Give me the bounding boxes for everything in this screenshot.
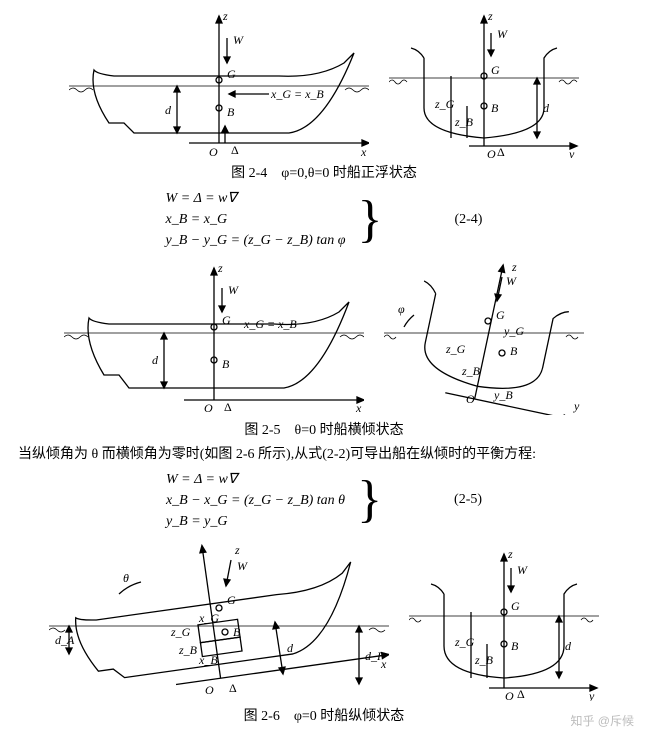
- svg-text:O: O: [505, 689, 514, 701]
- eq24-l3: y_B − y_G = (z_G − z_B) tan φ: [166, 230, 346, 251]
- svg-text:O: O: [466, 392, 475, 406]
- svg-text:φ: φ: [398, 302, 405, 316]
- label-O: O: [487, 147, 496, 158]
- svg-text:z_G: z_G: [445, 342, 466, 356]
- svg-text:d_F: d_F: [365, 649, 385, 663]
- svg-text:G: G: [222, 313, 231, 327]
- label-G: G: [227, 67, 236, 81]
- label-G: G: [491, 63, 500, 77]
- svg-text:y: y: [588, 689, 595, 701]
- svg-text:x_G = x_B: x_G = x_B: [243, 317, 297, 331]
- svg-text:z: z: [234, 543, 240, 557]
- fig25-side-view: z x W G B O Δ d x_G = x_B: [64, 260, 364, 415]
- svg-text:x: x: [355, 401, 362, 415]
- label-d: d: [543, 101, 550, 115]
- label-x: x: [360, 145, 367, 158]
- label-Delta: Δ: [497, 145, 505, 158]
- eq25-l3: y_B = y_G: [166, 511, 345, 532]
- svg-text:d: d: [565, 639, 572, 653]
- svg-text:d: d: [152, 353, 159, 367]
- fig24-side-view: z x W G B O Δ d x_G = x_B: [69, 8, 369, 158]
- svg-text:W: W: [228, 283, 239, 297]
- svg-text:x_G: x_G: [198, 611, 219, 625]
- fig25-caption: 图 2-5 θ=0 时船横倾状态: [8, 419, 640, 439]
- fig24-cross-view: z y W G B O Δ d z_G z_B: [389, 8, 579, 158]
- fig24-caption: 图 2-4 φ=0,θ=0 时船正浮状态: [8, 162, 640, 182]
- eq25-l2: x_B − x_G = (z_G − z_B) tan θ: [166, 490, 345, 511]
- svg-text:d_A: d_A: [55, 633, 75, 647]
- fig26-side-view: z x W G B O Δ d_A d_F d θ x_G x_B z_G z_…: [49, 536, 389, 701]
- figure-2-5: z x W G B O Δ d x_G = x_B: [8, 255, 640, 439]
- svg-text:W: W: [506, 274, 517, 288]
- brace-icon: }: [357, 474, 382, 526]
- svg-text:G: G: [496, 308, 505, 322]
- label-y: y: [568, 147, 575, 158]
- svg-text:B: B: [510, 344, 518, 358]
- svg-text:z: z: [511, 260, 517, 274]
- brace-icon: }: [357, 194, 382, 246]
- svg-text:z: z: [217, 261, 223, 275]
- svg-text:Δ: Δ: [224, 400, 232, 414]
- svg-text:y_G: y_G: [503, 324, 524, 338]
- eq25-num: (2-5): [454, 492, 482, 508]
- svg-text:z_G: z_G: [170, 625, 191, 639]
- svg-text:z_B: z_B: [178, 643, 198, 657]
- svg-text:Δ: Δ: [229, 681, 237, 695]
- paragraph-trim: 当纵倾角为 θ 而横倾角为零时(如图 2-6 所示),从式(2-2)可导出船在纵…: [18, 445, 630, 465]
- svg-text:G: G: [227, 593, 236, 607]
- label-d: d: [165, 103, 172, 117]
- svg-text:z_G: z_G: [454, 635, 475, 649]
- svg-text:z_B: z_B: [461, 364, 481, 378]
- svg-text:y_B: y_B: [493, 388, 513, 402]
- fig26-caption: 图 2-6 φ=0 时船纵倾状态: [8, 705, 640, 725]
- fig25-cross-view: z y W G B O φ z_G z_B y_G y_B: [384, 255, 584, 415]
- label-z: z: [487, 9, 493, 23]
- svg-text:B: B: [233, 625, 241, 639]
- label-B: B: [491, 101, 499, 115]
- label-xGxB: x_G = x_B: [270, 87, 324, 101]
- svg-text:G: G: [511, 599, 520, 613]
- eq24-num: (2-4): [454, 212, 482, 228]
- label-Delta: Δ: [231, 143, 239, 157]
- fig26-cross-view: z y W G B O Δ d z_G z_B: [409, 546, 599, 701]
- label-z: z: [222, 9, 228, 23]
- svg-text:W: W: [517, 563, 528, 577]
- svg-text:W: W: [237, 559, 248, 573]
- eq25-l1: W = Δ = w∇: [166, 469, 345, 490]
- eq24-l2: x_B = x_G: [166, 209, 346, 230]
- equation-2-5: W = Δ = w∇ x_B − x_G = (z_G − z_B) tan θ…: [8, 469, 640, 532]
- label-zG: z_G: [434, 97, 455, 111]
- label-B: B: [227, 105, 235, 119]
- svg-text:Δ: Δ: [517, 687, 525, 701]
- svg-text:z: z: [507, 547, 513, 561]
- svg-text:B: B: [222, 357, 230, 371]
- label-W: W: [497, 27, 508, 41]
- figure-2-4: z x W G B O Δ d x_G = x_B: [8, 8, 640, 182]
- equation-2-4: W = Δ = w∇ x_B = x_G y_B − y_G = (z_G − …: [8, 188, 640, 251]
- figure-2-6: z x W G B O Δ d_A d_F d θ x_G x_B z_G z_…: [8, 536, 640, 725]
- label-W: W: [233, 33, 244, 47]
- svg-text:y: y: [573, 399, 580, 413]
- svg-text:O: O: [205, 683, 214, 697]
- label-O: O: [209, 145, 218, 158]
- watermark: 知乎 @斥候: [570, 712, 634, 729]
- svg-text:z_B: z_B: [474, 653, 494, 667]
- label-zB: z_B: [454, 115, 474, 129]
- svg-text:O: O: [204, 401, 213, 415]
- svg-text:θ: θ: [123, 571, 129, 585]
- eq24-l1: W = Δ = w∇: [166, 188, 346, 209]
- svg-text:x_B: x_B: [198, 653, 218, 667]
- svg-text:d: d: [287, 641, 294, 655]
- svg-text:B: B: [511, 639, 519, 653]
